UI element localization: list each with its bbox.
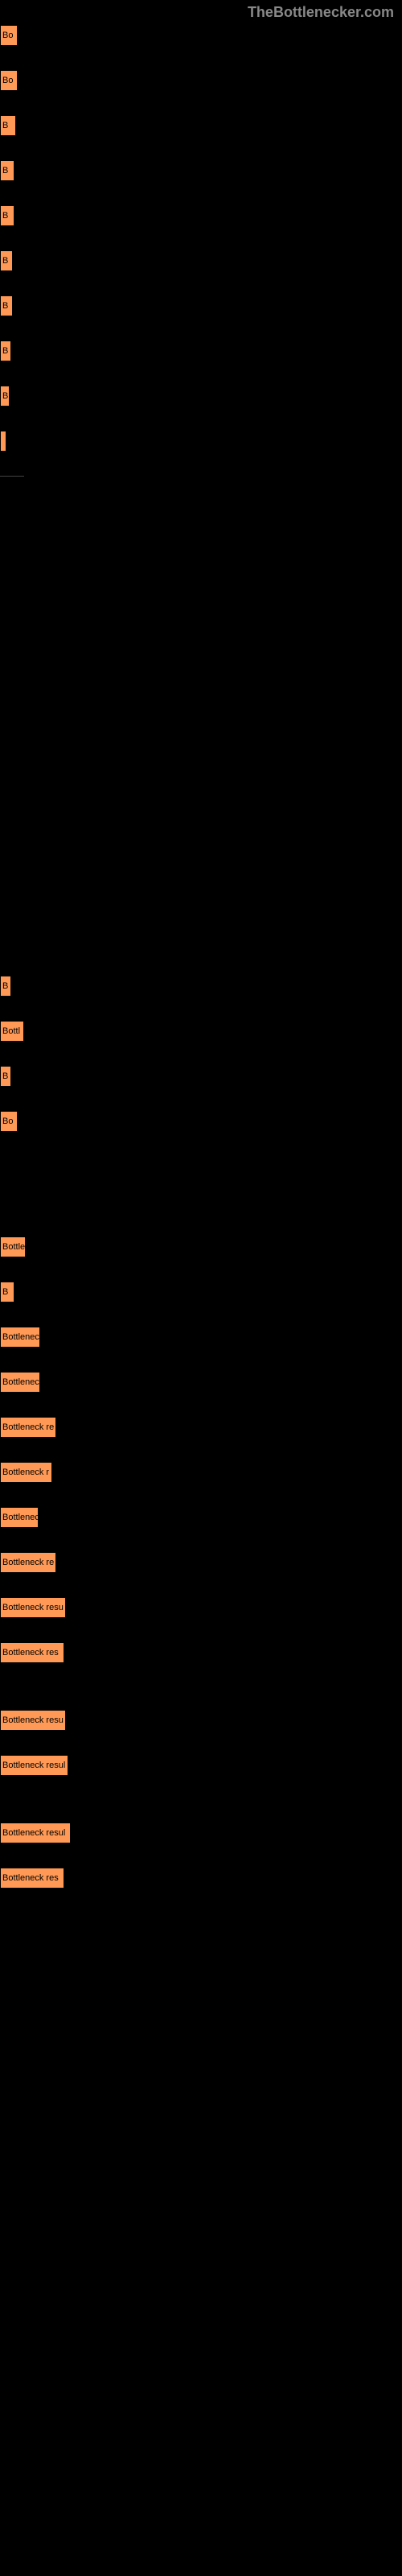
bar-s3-1: B <box>0 1282 14 1302</box>
bar-s1-9 <box>0 431 6 452</box>
bar-s3-3: Bottleneck <box>0 1372 40 1393</box>
bar-s2-2: B <box>0 1066 11 1087</box>
gap-2 <box>0 1156 402 1236</box>
gap-1 <box>0 493 402 976</box>
bar-s3-9: Bottleneck res <box>0 1642 64 1663</box>
bar-s3-11: Bottleneck resul <box>0 1755 68 1776</box>
bar-s1-4: B <box>0 205 14 226</box>
bar-s3-13: Bottleneck res <box>0 1868 64 1889</box>
bar-s3-12: Bottleneck resul <box>0 1823 71 1843</box>
bar-s2-3: Bo <box>0 1111 18 1132</box>
bar-s1-7: B <box>0 341 11 361</box>
bar-s1-8: B <box>0 386 10 407</box>
bar-s1-6: B <box>0 295 13 316</box>
bar-s1-3: B <box>0 160 14 181</box>
gap-row-2 <box>0 1800 402 1823</box>
section-2: B Bottl B Bo <box>0 976 402 1133</box>
bar-s3-5: Bottleneck r <box>0 1462 52 1483</box>
divider <box>0 476 24 477</box>
bar-s1-2: B <box>0 115 16 136</box>
bar-s2-1: Bottl <box>0 1021 24 1042</box>
bar-s3-10: Bottleneck resu <box>0 1710 66 1731</box>
bar-s3-8: Bottleneck resu <box>0 1597 66 1618</box>
bar-s2-0: B <box>0 976 11 997</box>
bar-s1-5: B <box>0 250 13 271</box>
watermark-text: TheBottlenecker.com <box>0 0 402 25</box>
bar-s3-4: Bottleneck re <box>0 1417 56 1438</box>
bar-s3-0: Bottle <box>0 1236 26 1257</box>
bar-s1-1: Bo <box>0 70 18 91</box>
bar-s3-6: Bottlenec <box>0 1507 39 1528</box>
bar-s1-0: Bo <box>0 25 18 46</box>
section-1: Bo Bo B B B B B B B <box>0 25 402 453</box>
bar-s3-2: Bottleneck <box>0 1327 40 1348</box>
bar-s3-7: Bottleneck re <box>0 1552 56 1573</box>
gap-row <box>0 1687 402 1710</box>
section-3: Bottle B Bottleneck Bottleneck Bottlenec… <box>0 1236 402 1890</box>
